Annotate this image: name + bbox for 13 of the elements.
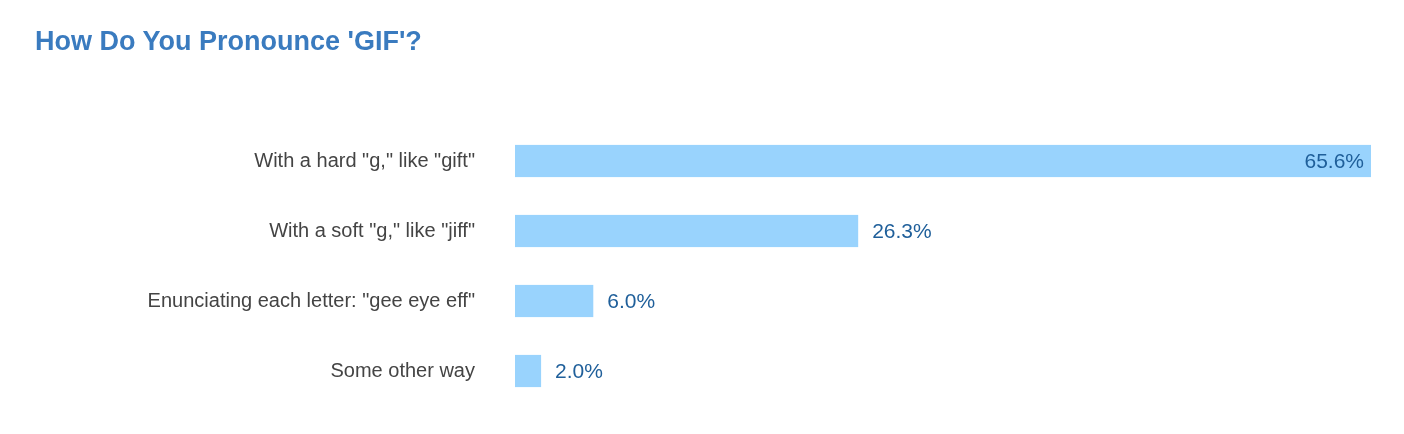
y-tick-label: With a hard "g," like "gift" [254,149,475,172]
data-label: 26.3% [872,219,932,243]
y-tick-label: Some other way [330,359,475,382]
bar [515,214,859,248]
y-tick-label: Enunciating each letter: "gee eye eff" [147,289,475,312]
data-label: 2.0% [555,359,603,383]
bar [515,284,594,318]
data-label: 65.6% [1304,149,1364,173]
bar [515,144,1371,178]
data-label: 6.0% [607,289,656,313]
y-tick-label: With a soft "g," like "jiff" [269,219,475,242]
bar [515,354,542,388]
text: How Do You Pronounce 'GIF'? [35,26,422,56]
